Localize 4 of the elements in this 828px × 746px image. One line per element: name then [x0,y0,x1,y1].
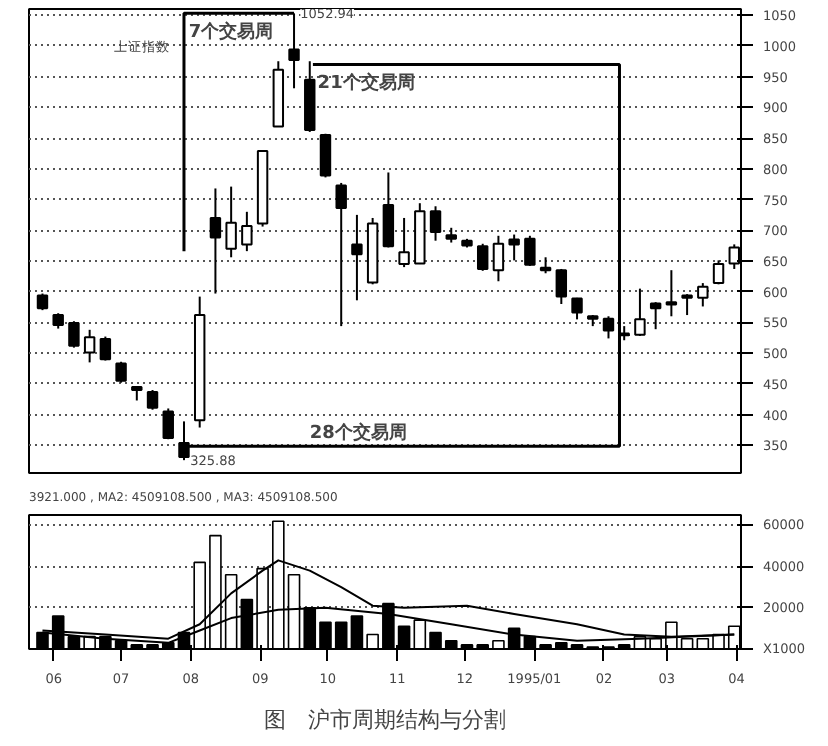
text: 图 沪市周期结构与分割 [264,707,506,733]
annotation: 21个交易周 [317,71,415,94]
annotation: 7个交易周 [188,20,274,43]
annotation: 28个交易周 [309,421,407,444]
